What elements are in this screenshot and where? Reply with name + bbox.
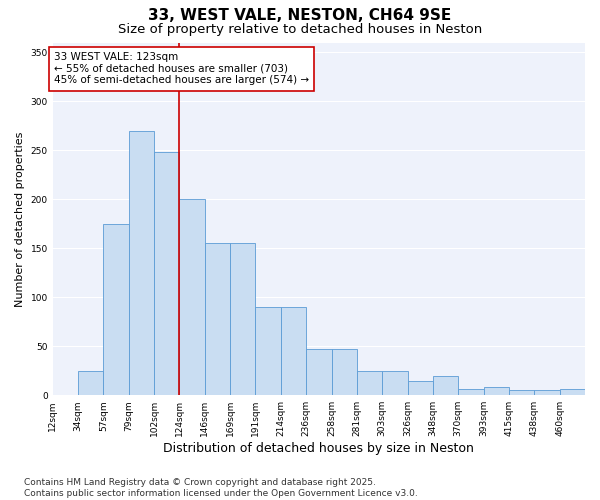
Bar (129, 130, 154, 395)
Bar (382, 370, 407, 395)
Text: Size of property relative to detached houses in Neston: Size of property relative to detached ho… (118, 22, 482, 36)
Bar (433, 376, 458, 395)
Bar (357, 370, 382, 395)
Bar (560, 390, 585, 395)
Y-axis label: Number of detached properties: Number of detached properties (15, 131, 25, 306)
Bar (407, 382, 433, 395)
X-axis label: Distribution of detached houses by size in Neston: Distribution of detached houses by size … (163, 442, 474, 455)
Bar (179, 200, 205, 395)
Text: 33, WEST VALE, NESTON, CH64 9SE: 33, WEST VALE, NESTON, CH64 9SE (148, 8, 452, 22)
Bar (458, 390, 484, 395)
Bar (256, 307, 281, 395)
Bar (484, 388, 509, 395)
Bar (154, 152, 179, 395)
Bar (332, 349, 357, 395)
Bar (230, 244, 256, 395)
Bar (281, 307, 306, 395)
Bar (78, 370, 103, 395)
Bar (306, 349, 332, 395)
Bar (205, 244, 230, 395)
Bar (535, 390, 560, 395)
Text: 33 WEST VALE: 123sqm
← 55% of detached houses are smaller (703)
45% of semi-deta: 33 WEST VALE: 123sqm ← 55% of detached h… (54, 52, 309, 86)
Bar (509, 390, 535, 395)
Bar (103, 224, 129, 395)
Text: Contains HM Land Registry data © Crown copyright and database right 2025.
Contai: Contains HM Land Registry data © Crown c… (24, 478, 418, 498)
